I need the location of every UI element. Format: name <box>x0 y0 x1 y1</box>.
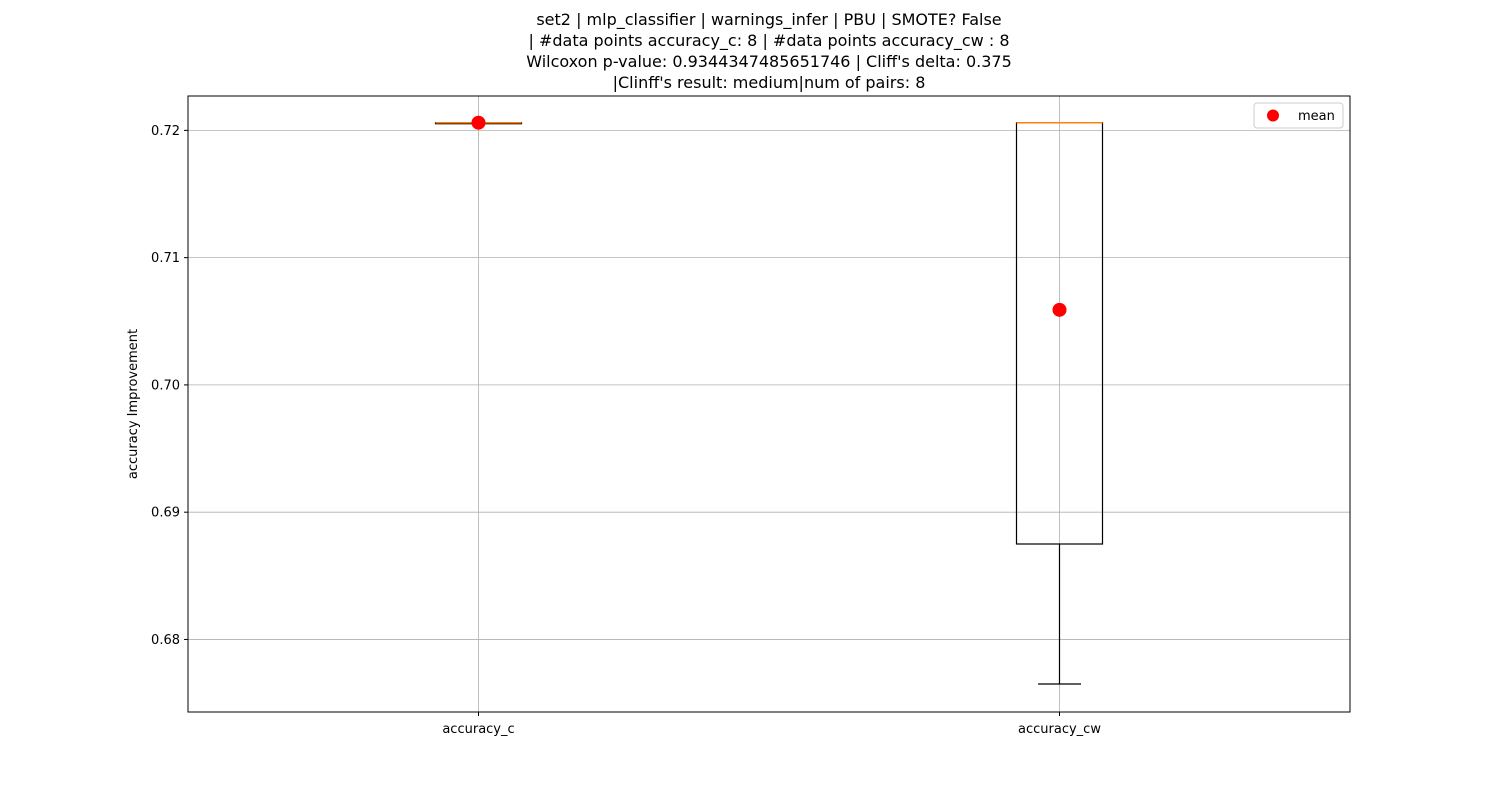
y-tick-label: 0.71 <box>151 251 180 266</box>
legend: mean <box>1253 102 1344 129</box>
box-accuracy_cw <box>1015 121 1104 685</box>
legend-mean-label: mean <box>1298 109 1335 124</box>
y-tick-label: 0.72 <box>151 124 180 139</box>
chart-title-line-2: | #data points accuracy_c: 8 | #data poi… <box>528 31 1009 51</box>
chart-title-line-4: |Clinff's result: medium|num of pairs: 8 <box>613 73 926 92</box>
y-tick-label: 0.69 <box>151 506 180 521</box>
chart-title: set2 | mlp_classifier | warnings_infer |… <box>526 10 1012 92</box>
mean-marker <box>471 115 486 130</box>
box-layer <box>434 121 1104 685</box>
x-tick-label: accuracy_cw <box>1018 722 1101 737</box>
mean-marker <box>1052 302 1067 317</box>
chart-title-line-1: set2 | mlp_classifier | warnings_infer |… <box>536 10 1001 30</box>
x-axis: accuracy_c accuracy_cw <box>442 712 1101 737</box>
grid-layer <box>188 96 1350 712</box>
plot-area-frame <box>187 95 1351 713</box>
x-tick-label: accuracy_c <box>442 722 514 737</box>
legend-mean-marker <box>1267 109 1279 122</box>
y-axis: 0.68 0.69 0.70 0.71 0.72 <box>151 124 188 648</box>
y-axis-label: accuracy Improvement <box>126 329 141 479</box>
y-tick-label: 0.68 <box>151 633 180 648</box>
y-tick-label: 0.70 <box>151 378 180 393</box>
mean-layer <box>471 115 1067 317</box>
chart-title-line-3: Wilcoxon p-value: 0.9344347485651746 | C… <box>526 52 1012 71</box>
legend-frame <box>1253 102 1344 129</box>
